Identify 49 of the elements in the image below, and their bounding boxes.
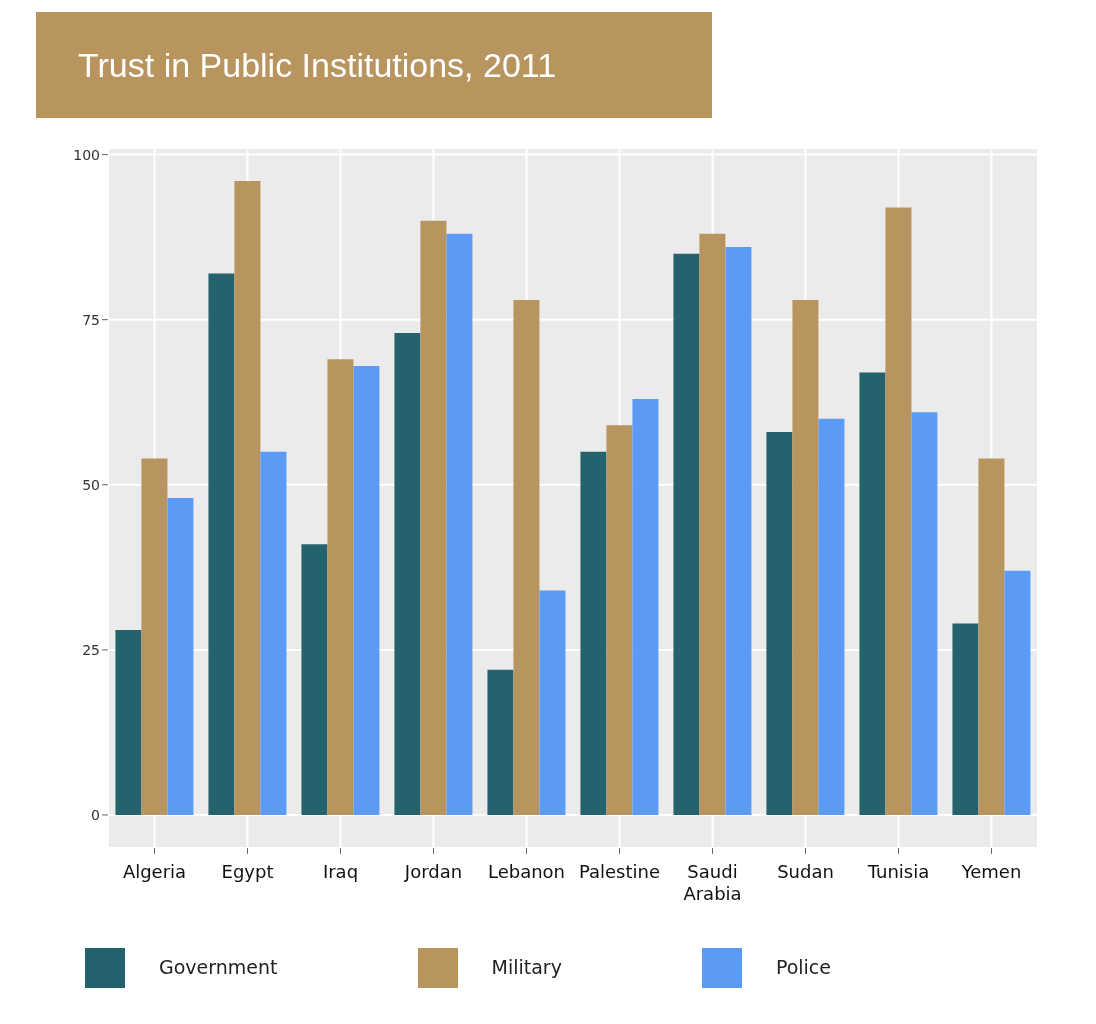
bar — [885, 207, 912, 815]
y-tick-label: 0 — [91, 806, 100, 823]
bar — [487, 669, 514, 815]
x-tick-label: Lebanon — [487, 861, 566, 882]
bar — [234, 181, 261, 815]
x-tick-label: Sudan — [777, 861, 834, 882]
bar — [394, 332, 421, 815]
bar — [766, 431, 793, 815]
x-tick-label: Tunisia — [866, 861, 930, 882]
bar — [353, 365, 380, 815]
bar — [818, 418, 845, 815]
legend-label: Military — [491, 955, 562, 978]
y-tick-label: 25 — [82, 641, 100, 658]
y-tick-label: 75 — [82, 311, 100, 328]
bar — [446, 233, 473, 815]
bar — [167, 498, 194, 815]
x-tick-label: Iraq — [322, 861, 359, 882]
bar — [539, 590, 566, 815]
bar — [115, 630, 142, 815]
bar — [141, 458, 168, 815]
legend-label: Police — [775, 955, 831, 978]
bar — [792, 299, 819, 815]
bar — [260, 451, 287, 815]
x-tick-label: Yemen — [960, 861, 1022, 882]
x-tick-label: Egypt — [221, 861, 274, 882]
bar — [952, 623, 979, 815]
bar — [699, 233, 726, 815]
bar — [301, 544, 328, 815]
bar — [632, 398, 659, 815]
bar — [911, 412, 938, 815]
bar — [725, 247, 752, 815]
x-tick-label: Saudi Arabia — [683, 861, 742, 904]
chart-title: Trust in Public Institutions, 2011 — [36, 12, 712, 118]
bar — [673, 253, 700, 815]
x-tick-label: Algeria — [122, 861, 187, 882]
bar — [859, 372, 886, 815]
bar — [606, 425, 633, 815]
x-tick-label: Jordan — [403, 861, 463, 882]
bar — [580, 451, 607, 815]
bar — [1004, 570, 1031, 815]
bar — [420, 220, 447, 815]
bar — [327, 359, 354, 815]
bar — [513, 299, 540, 815]
legend-label: Government — [159, 955, 278, 978]
x-tick-label: Palestine — [578, 861, 661, 882]
bar — [978, 458, 1005, 815]
bar — [208, 273, 235, 815]
y-tick-label: 50 — [82, 476, 100, 493]
y-tick-label: 100 — [73, 146, 100, 163]
